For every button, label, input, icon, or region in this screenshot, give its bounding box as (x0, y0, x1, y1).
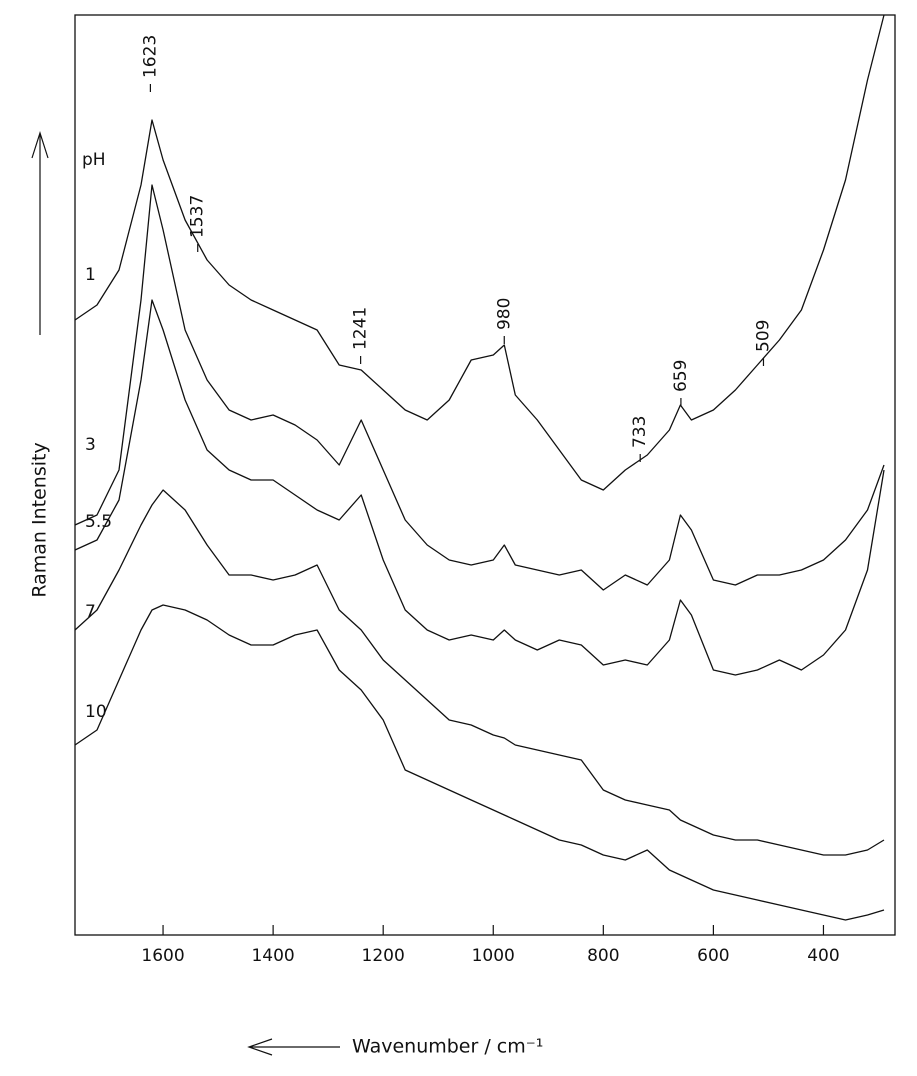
legend-label: 1 (85, 265, 96, 285)
legend-label: 10 (85, 702, 107, 722)
legend-label: 3 (85, 435, 96, 455)
peak-label: 509 (753, 320, 773, 352)
x-axis-label: Wavenumber / cm⁻¹ (352, 1036, 543, 1058)
peak-label: 1241 (351, 307, 371, 350)
spectrum-line (74, 489, 885, 856)
spectrum-line (74, 184, 885, 591)
peak-label: 1623 (140, 35, 160, 78)
y-arrow (31, 131, 49, 335)
y-axis-label: Raman Intensity (29, 442, 51, 597)
spectrum-line (74, 299, 885, 676)
peak-label: 659 (671, 360, 691, 392)
peak-label: 980 (494, 298, 514, 330)
legend-label: 7 (85, 602, 96, 622)
legend-label: 5.5 (85, 512, 112, 532)
spectrum-line (74, 14, 885, 491)
plot-frame (74, 14, 896, 936)
x-tick-label: 600 (697, 946, 729, 966)
x-tick-label: 1400 (251, 946, 294, 966)
x-tick-label: 1000 (472, 946, 515, 966)
peak-label: 1537 (188, 195, 208, 238)
x-tick-label: 800 (587, 946, 619, 966)
x-tick-label: 1600 (141, 946, 184, 966)
x-tick-label: 1200 (362, 946, 405, 966)
legend-title: pH (82, 150, 106, 170)
spectrum-line (74, 604, 885, 921)
peak-label: 733 (630, 416, 650, 448)
x-tick-label: 400 (807, 946, 839, 966)
x-arrow (247, 1038, 340, 1056)
